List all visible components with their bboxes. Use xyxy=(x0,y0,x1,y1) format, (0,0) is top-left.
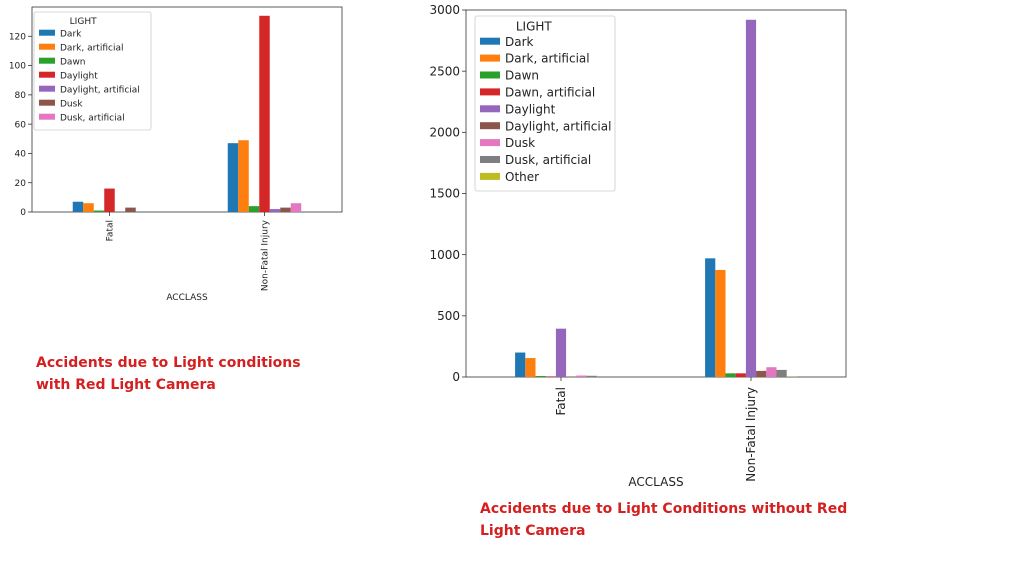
right-chart-legend-entry: Dusk xyxy=(505,136,535,150)
right-chart-bar xyxy=(715,269,726,377)
left-chart-x-tick-label: Non-Fatal Injury xyxy=(261,219,271,291)
right-chart-bar xyxy=(705,258,716,377)
left-chart-bar xyxy=(280,207,291,212)
right-chart-legend-entry: Dawn xyxy=(505,69,539,83)
right-chart-bar xyxy=(756,370,767,377)
right-chart-legend-entry: Daylight, artificial xyxy=(505,119,611,133)
left-chart-bar xyxy=(259,15,270,212)
right-chart-legend-entry: Other xyxy=(505,170,539,184)
left-chart-legend-swatch xyxy=(39,57,55,64)
left-chart-y-tick-label: 80 xyxy=(15,91,27,101)
right-chart-bar xyxy=(525,358,536,377)
right-chart-legend-box xyxy=(474,15,616,192)
right-chart-caption: Accidents due to Light Conditions withou… xyxy=(480,498,847,542)
right-chart: 0 500 1000 1500 2000 2500 3000 Fatal Non-Fatal I… xyxy=(429,3,847,489)
right-caption-line-1: Accidents due to Light Conditions withou… xyxy=(480,501,848,517)
left-chart-bar xyxy=(104,188,115,212)
left-chart-legend-swatch xyxy=(39,29,55,36)
right-chart-legend-entry: Dawn, artificial xyxy=(505,85,595,99)
right-chart-bar xyxy=(745,19,757,377)
right-chart-legend-entry: Daylight xyxy=(505,102,556,116)
left-chart-y-tick-label: 20 xyxy=(15,179,27,189)
left-chart-bar xyxy=(248,206,260,212)
right-chart-legend-entry: Dark, artificial xyxy=(505,52,590,66)
right-chart-legend-swatch xyxy=(480,172,500,180)
right-chart-legend-swatch xyxy=(480,37,500,45)
right-chart-legend-swatch xyxy=(480,122,500,130)
right-chart-bar xyxy=(555,328,567,377)
right-chart-y-tick-label: 500 xyxy=(437,309,460,323)
left-chart-legend-entry: Dusk, artificial xyxy=(60,113,125,123)
left-chart-plot-frame xyxy=(31,6,343,213)
left-chart-y-tick-label: 120 xyxy=(9,32,26,42)
right-chart-bar xyxy=(776,369,787,377)
right-chart-bar xyxy=(515,352,526,377)
left-chart-legend-entry: Daylight, artificial xyxy=(60,85,140,95)
right-chart-bar xyxy=(766,367,777,377)
right-chart-legend-swatch xyxy=(480,105,500,113)
left-chart-legend-swatch xyxy=(39,71,55,78)
left-chart-bar xyxy=(72,201,84,212)
left-chart-bar xyxy=(269,209,281,212)
left-chart-legend-box xyxy=(33,11,152,131)
right-chart-y-tick-label: 1000 xyxy=(429,248,460,262)
left-chart-bar xyxy=(83,203,94,212)
left-chart-legend-title: LIGHT xyxy=(70,17,97,27)
left-chart-x-tick-label: Fatal xyxy=(106,220,116,241)
left-chart-legend-entry: Daylight xyxy=(60,71,98,81)
right-chart-legend-title: LIGHT xyxy=(516,19,553,33)
left-chart-y-tick-label: 0 xyxy=(20,208,26,218)
left-chart-y-tick-label: 60 xyxy=(15,120,27,130)
right-chart-x-axis-title: ACCLASS xyxy=(628,475,683,489)
left-chart-legend-swatch xyxy=(39,113,55,120)
right-chart-bar xyxy=(735,373,746,377)
left-chart-legend-swatch xyxy=(39,99,55,106)
right-chart-legend-entry: Dusk, artificial xyxy=(505,153,591,167)
left-chart-legend-entry: Dawn xyxy=(60,57,86,67)
left-chart-y-tick-label: 100 xyxy=(9,62,26,72)
right-chart-legend-swatch xyxy=(480,155,500,163)
left-caption-line-2: with Red Light Camera xyxy=(36,377,216,393)
left-chart-caption: Accidents due to Light conditions with R… xyxy=(36,352,301,396)
left-chart-x-axis-title: ACCLASS xyxy=(166,293,208,303)
right-chart-y-tick-label: 2500 xyxy=(429,64,460,78)
right-chart-y-tick-label: 2000 xyxy=(429,126,460,140)
left-chart-bar xyxy=(227,143,239,212)
left-chart-y-tick-label: 40 xyxy=(15,150,27,160)
right-chart-legend-swatch xyxy=(480,54,500,62)
left-chart-bar xyxy=(238,140,249,212)
left-chart-legend-swatch xyxy=(39,43,55,50)
right-chart-x-tick-label: Non-Fatal Injury xyxy=(744,387,758,482)
right-caption-line-2: Light Camera xyxy=(480,523,586,539)
left-chart-legend-entry: Dusk xyxy=(60,99,83,109)
right-chart-bar xyxy=(725,373,736,377)
right-chart-y-tick-label: 1500 xyxy=(429,187,460,201)
right-chart-bar xyxy=(535,376,546,377)
left-chart-legend-entry: Dark, artificial xyxy=(60,43,123,53)
right-chart-legend-entry: Dark xyxy=(505,35,534,49)
right-chart-bar xyxy=(545,376,556,377)
left-chart-bar xyxy=(93,210,105,212)
left-chart-bar xyxy=(125,207,136,212)
left-chart-legend-entry: Dark xyxy=(60,29,82,39)
right-chart-legend-swatch xyxy=(480,88,500,96)
right-chart-x-tick-label: Fatal xyxy=(554,387,568,416)
left-chart: 0 20 40 60 80 100 120 Fatal Non-Fatal Injury ACCL… xyxy=(9,6,343,303)
left-caption-line-1: Accidents due to Light conditions xyxy=(36,355,301,371)
right-chart-y-tick-label: 3000 xyxy=(429,3,460,17)
right-chart-y-tick-label: 0 xyxy=(452,370,460,384)
right-chart-legend-swatch xyxy=(480,139,500,147)
right-chart-bar xyxy=(586,375,597,377)
right-chart-legend-swatch xyxy=(480,71,500,79)
left-chart-bar xyxy=(290,203,302,212)
left-chart-legend-swatch xyxy=(39,85,55,92)
right-chart-bar xyxy=(576,375,587,377)
